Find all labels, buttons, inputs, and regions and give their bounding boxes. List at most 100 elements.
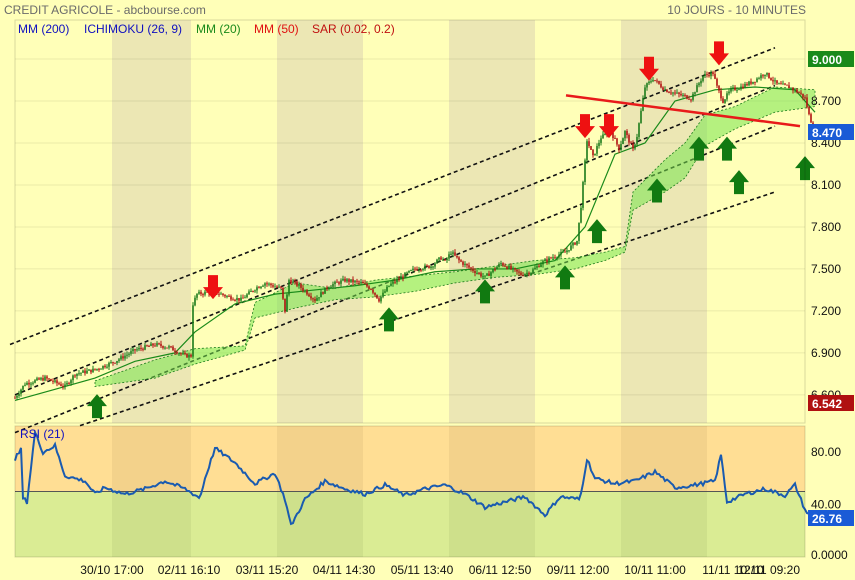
candle-body	[270, 283, 272, 286]
candle	[752, 81, 754, 85]
candle	[454, 249, 456, 257]
candle-body	[498, 263, 500, 267]
candle-body	[84, 370, 86, 374]
candle-body	[630, 142, 632, 144]
candle	[392, 279, 394, 287]
candle	[580, 205, 582, 224]
candle	[128, 352, 130, 358]
candle	[694, 91, 696, 97]
candle-body	[646, 83, 648, 88]
candle-body	[448, 254, 450, 259]
candle-body	[398, 279, 400, 281]
candle	[712, 70, 714, 77]
candle	[342, 275, 344, 282]
candle-body	[486, 273, 488, 276]
candle	[282, 287, 284, 301]
candle	[76, 373, 78, 380]
candle	[652, 77, 654, 83]
candle	[290, 277, 292, 285]
candle	[514, 267, 516, 272]
candle	[358, 280, 360, 286]
candle-body	[26, 382, 28, 385]
candle-body	[718, 85, 720, 91]
candle-body	[276, 286, 278, 288]
candle	[782, 80, 784, 85]
candle-body	[154, 345, 156, 347]
candle	[544, 257, 546, 262]
price-frame	[14, 19, 806, 424]
candle	[528, 271, 530, 277]
candle-body	[600, 138, 602, 143]
candle	[676, 89, 678, 94]
candle-body	[420, 269, 422, 271]
candle-body	[430, 266, 432, 269]
candle-body	[454, 252, 456, 256]
candle-body	[76, 373, 78, 376]
candle-body	[460, 260, 462, 262]
candle	[28, 379, 30, 388]
candle-body	[68, 382, 70, 384]
candle-body	[266, 283, 268, 285]
candle	[338, 281, 340, 286]
candle-body	[442, 259, 444, 261]
candle	[764, 74, 766, 80]
x-tick-label: 06/11 12:50	[469, 563, 532, 577]
candle-body	[680, 93, 682, 96]
candle-body	[316, 298, 318, 301]
candle	[416, 266, 418, 271]
candle	[280, 286, 282, 290]
candle	[308, 292, 310, 298]
candle-body	[274, 286, 276, 288]
candle-body	[66, 382, 68, 385]
x-tick-label: 03/11 15:20	[236, 563, 299, 577]
candle	[140, 344, 142, 352]
candle	[78, 370, 80, 376]
candle-body	[188, 354, 190, 358]
candle	[200, 289, 202, 297]
candle	[456, 255, 458, 259]
candle-body	[140, 347, 142, 349]
candle	[748, 80, 750, 87]
candle	[524, 273, 526, 277]
candle	[536, 263, 538, 270]
candle	[152, 343, 154, 348]
candle-body	[96, 368, 98, 370]
candle-body	[622, 138, 624, 145]
candle-body	[660, 83, 662, 88]
candle-body	[750, 81, 752, 84]
trend-line	[79, 191, 776, 427]
candle-body	[334, 281, 336, 285]
x-tick-label: 05/11 13:40	[391, 563, 454, 577]
candle-body	[354, 280, 356, 283]
candle-body	[196, 293, 198, 298]
candle-body	[294, 281, 296, 283]
candle-body	[312, 298, 314, 300]
candle	[592, 149, 594, 158]
candle	[420, 269, 422, 273]
candle-body	[180, 353, 182, 355]
candle	[600, 135, 602, 146]
candle-body	[618, 144, 620, 151]
candle-body	[58, 383, 60, 385]
candle	[252, 290, 254, 293]
candle	[138, 345, 140, 352]
candle	[182, 349, 184, 355]
candle	[616, 137, 618, 147]
candle	[458, 256, 460, 264]
candle	[196, 293, 198, 301]
candle-body	[666, 89, 668, 93]
candle-body	[344, 278, 346, 282]
candle-body	[594, 153, 596, 156]
candle-body	[228, 295, 230, 297]
candle-body	[450, 253, 452, 255]
candle	[776, 80, 778, 86]
x-tick-label: 11/11 10:10	[702, 563, 764, 577]
candle	[640, 108, 642, 124]
candle-body	[482, 276, 484, 278]
candle-body	[616, 138, 618, 145]
candle	[784, 82, 786, 86]
candle	[368, 285, 370, 290]
candle-body	[556, 257, 558, 259]
candle-body	[722, 98, 724, 103]
candle-body	[740, 86, 742, 90]
